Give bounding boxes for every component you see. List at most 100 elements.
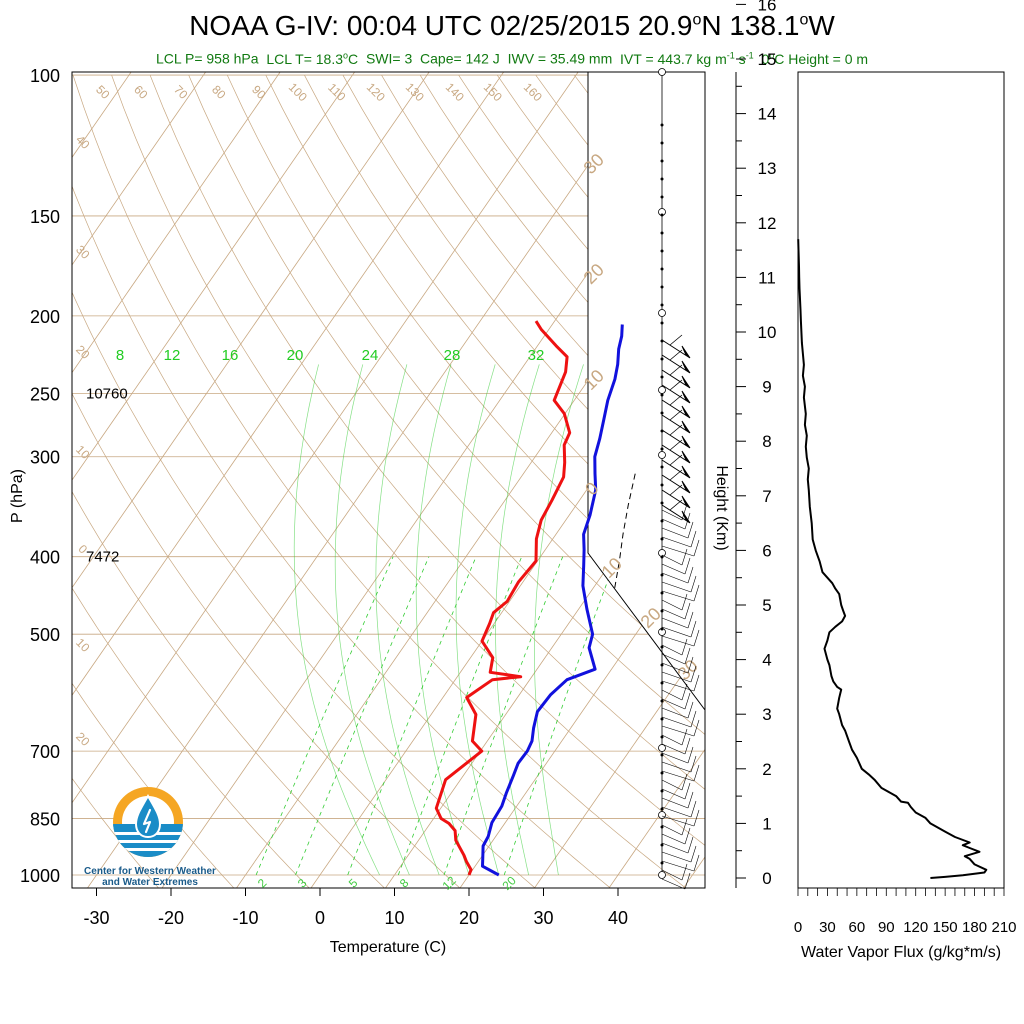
theta-label: 160	[521, 80, 545, 104]
level-dot	[660, 231, 664, 235]
wind-barb	[661, 474, 691, 494]
wind-barb-feather	[669, 469, 683, 481]
level-marker	[658, 68, 666, 76]
pressure-tick-label: 1000	[20, 866, 60, 886]
wind-barb	[661, 339, 691, 359]
level-dot	[660, 141, 664, 145]
pressure-tick-label: 250	[30, 384, 60, 404]
wind-barb	[661, 662, 689, 674]
wind-barb-feather	[669, 454, 683, 466]
theta-label: 70	[171, 82, 191, 102]
wind-barb	[661, 608, 686, 620]
mixing-ratio-label: 16	[222, 347, 239, 364]
level-dot	[660, 573, 664, 577]
height-tick-label: 13	[758, 159, 777, 178]
theta-label: 130	[403, 80, 427, 104]
water-vapor-flux-profile	[797, 239, 988, 879]
wind-barb-feather	[669, 439, 683, 451]
mixing-ratio-line	[503, 556, 618, 876]
temperature-tick-label: -10	[232, 908, 258, 928]
height-tick-label: 9	[762, 378, 771, 397]
height-tick-label: 11	[758, 268, 776, 287]
level-dot	[660, 411, 664, 415]
skewt-plot-area	[72, 72, 705, 888]
chart-subtitle: LCL P= 958 hPa LCL T= 18.3oC SWI= 3 Cape…	[0, 50, 1024, 67]
dry-adiabat	[72, 587, 310, 888]
height-tick-label: 15	[758, 50, 777, 69]
wind-barb	[661, 429, 691, 449]
wind-barb-feather	[690, 710, 697, 728]
wind-barb	[661, 743, 686, 755]
pressure-tick-label: 400	[30, 548, 60, 568]
level-dot	[660, 537, 664, 541]
mixing-ratio-line	[255, 556, 394, 876]
wind-barb	[661, 384, 691, 404]
wind-barb-feather	[681, 773, 688, 791]
wind-barb-feather	[669, 379, 683, 391]
temperature-profile	[434, 320, 572, 876]
wind-barb-feather	[681, 683, 688, 701]
theta-label: 140	[443, 80, 467, 104]
wind-barb-feather	[690, 530, 697, 548]
wind-barb-feather	[684, 512, 691, 530]
pressure-axis-label: P (hPa)	[9, 469, 26, 523]
level-dot	[660, 717, 664, 721]
level-dot	[660, 825, 664, 829]
flux-tick-label: 120	[903, 919, 928, 936]
mixing-ratio-label: 20	[287, 347, 304, 364]
zero-height-value: 0oC Height = 0 m	[761, 50, 869, 67]
wind-barb	[661, 599, 683, 611]
height-tick-label: 16	[758, 0, 777, 14]
wind-barb-feather	[687, 746, 694, 764]
mixing-ratio-line	[397, 556, 523, 876]
skewt-frame	[71, 71, 706, 889]
wind-barb	[661, 626, 692, 638]
level-dot	[660, 627, 664, 631]
dry-adiabat	[72, 74, 687, 888]
level-dot	[660, 195, 664, 199]
lcl-pressure: LCL P= 958 hPa	[155, 50, 259, 67]
isotherm-label: 40	[73, 132, 93, 152]
height-axis-label: Height (Km)	[713, 465, 730, 550]
wind-barb-feather	[693, 854, 700, 872]
wind-barb	[661, 869, 683, 881]
wind-barb-feather	[681, 503, 688, 521]
level-dot	[660, 159, 664, 163]
wind-barb	[661, 414, 691, 434]
dry-adiabat	[72, 185, 611, 888]
temperature-tick-label: 40	[608, 908, 628, 928]
level-dot	[660, 501, 664, 505]
wind-barb-feather	[690, 620, 697, 638]
height-tick-label: 4	[762, 651, 771, 670]
wind-barb	[661, 581, 692, 593]
wind-barb	[661, 707, 689, 719]
wind-barb-feather	[669, 394, 683, 406]
wind-barb-feather	[684, 557, 691, 575]
wind-barb	[661, 797, 689, 809]
isotherm-line	[72, 72, 356, 481]
theta-label: 50	[93, 82, 113, 102]
moist-adiabat	[534, 364, 584, 876]
wind-barb-feather	[690, 665, 697, 683]
wind-barb	[661, 752, 689, 764]
dry-adiabat	[342, 74, 705, 525]
dry-adiabat	[496, 74, 705, 328]
level-dot	[660, 321, 664, 325]
wind-barb-feather	[690, 800, 697, 818]
level-dot	[660, 861, 664, 865]
pressure-tick-label: 850	[30, 810, 60, 830]
moist-adiabat	[334, 364, 410, 876]
mixing-ratio-line	[347, 556, 477, 876]
level-dot	[660, 249, 664, 253]
level-dot	[660, 285, 664, 289]
temperature-axis-label: Temperature (C)	[330, 939, 446, 956]
mask-border	[587, 72, 706, 711]
flux-tick-label: 90	[878, 919, 895, 936]
wind-barb	[661, 369, 691, 389]
pressure-tick-label: 100	[30, 66, 60, 86]
wind-barb-feather	[693, 584, 700, 602]
wind-barb	[661, 504, 691, 524]
wind-barb	[661, 536, 692, 548]
wind-barb-feather	[687, 701, 694, 719]
